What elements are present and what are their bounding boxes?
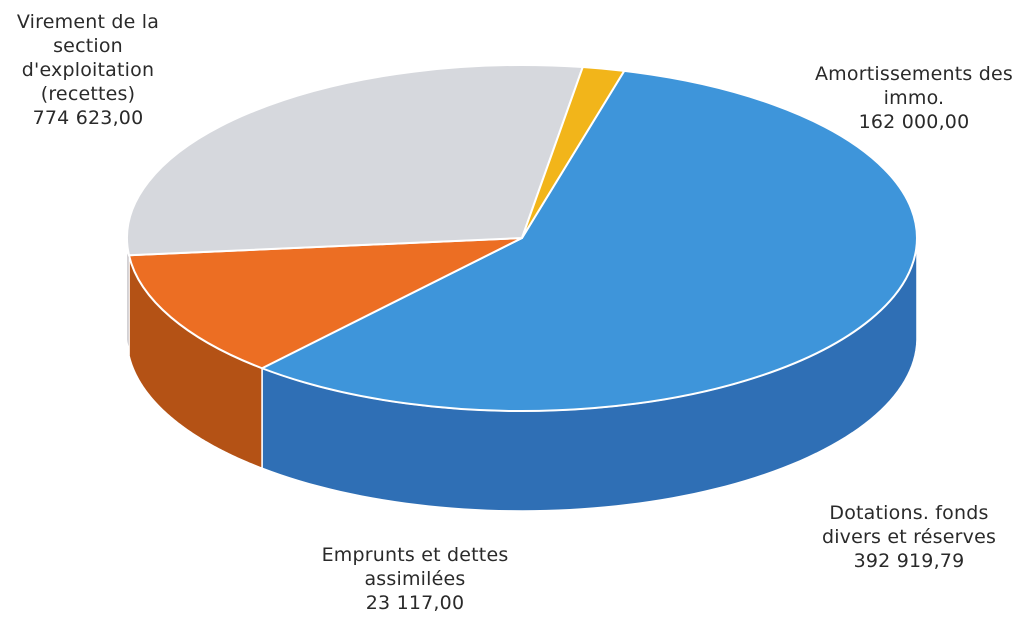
slice-label-line: Emprunts et dettes [321,544,509,566]
slice-label-virement: Virement de la section d'exploitation (r… [0,10,176,130]
slice-label-line: (recettes) [40,83,136,105]
slice-amortissements [127,237,523,370]
slice-label-line: assimilées [364,568,466,590]
pie-slices [126,64,918,412]
slice-label-line: immo. [883,87,945,109]
slice-virement [261,69,918,412]
slice-dotations [126,64,584,257]
slice-label-line: Amortissements des [814,63,1014,85]
slice-label-line: section [53,35,123,57]
slice-value: 392 919,79 [853,550,965,572]
slice-value: 162 000,00 [858,111,970,133]
slice-value: 23 117,00 [365,592,465,614]
slice-label-line: Dotations. fonds [829,502,989,524]
slice-label-line: d'exploitation [21,59,155,81]
slice-label-amortissements: Amortissements des immo. 162 000,00 [800,62,1028,134]
slice-label-line: divers et réserves [821,526,997,548]
slice-label-emprunts: Emprunts et dettes assimilées 23 117,00 [290,543,540,615]
slice-label-dotations: Dotations. fonds divers et réserves 392 … [790,501,1028,573]
slice-value: 774 623,00 [32,107,144,129]
slice-emprunts [521,66,626,239]
slice-label-line: Virement de la [16,11,160,33]
